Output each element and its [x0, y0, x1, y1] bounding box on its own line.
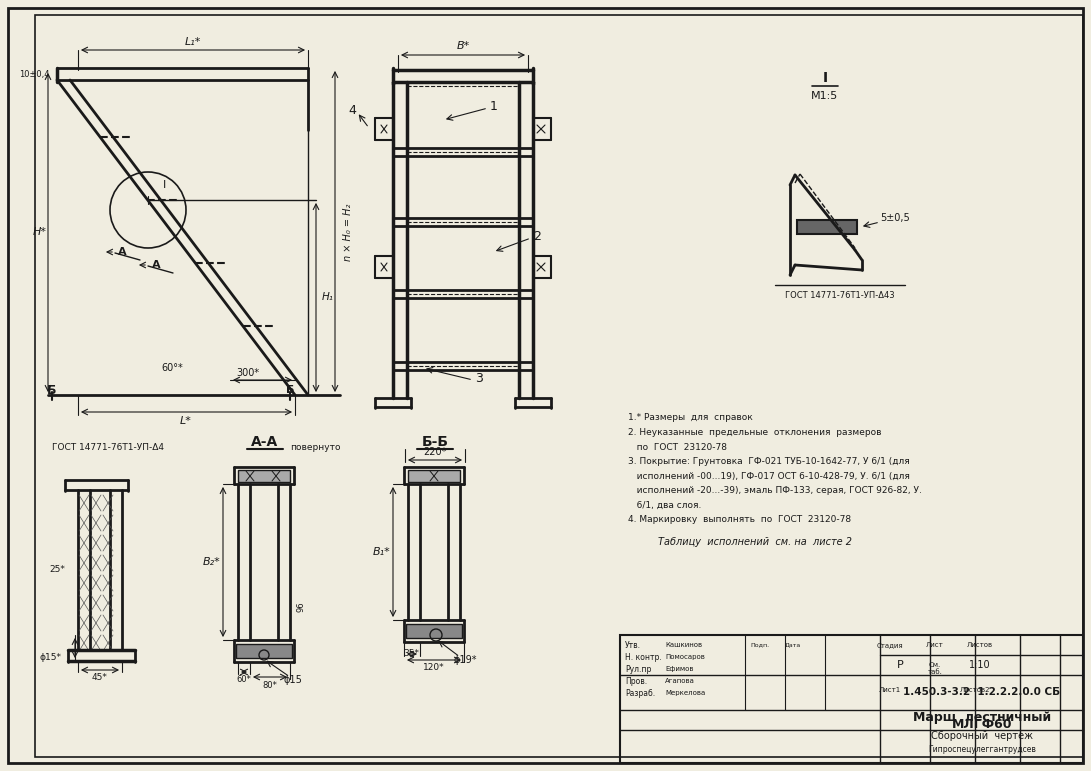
Text: 2. Неуказанные  предельные  отклонения  размеров: 2. Неуказанные предельные отклонения раз… [628, 428, 882, 437]
Text: 220*: 220* [423, 447, 446, 457]
Text: Р: Р [897, 660, 903, 670]
Text: Пров.: Пров. [625, 676, 647, 685]
Text: по  ГОСТ  23120-78: по ГОСТ 23120-78 [628, 443, 727, 452]
Text: Б-Б: Б-Б [421, 435, 448, 449]
Text: 45*: 45* [92, 674, 108, 682]
Text: 60*: 60* [237, 675, 251, 685]
Text: Сборочный  чертеж: Сборочный чертеж [931, 731, 1033, 741]
Text: 4: 4 [348, 103, 356, 116]
Text: См.: См. [928, 662, 942, 668]
Text: Листов2: Листов2 [960, 687, 991, 693]
Text: L*: L* [180, 416, 192, 426]
Bar [236, 644, 292, 658]
Text: I: I [164, 180, 167, 190]
Bar [238, 470, 290, 482]
Text: 96: 96 [296, 601, 305, 612]
Text: М1:5: М1:5 [812, 91, 839, 101]
Text: Листов: Листов [967, 642, 993, 648]
Text: 80*: 80* [263, 681, 277, 689]
Text: 35*: 35* [403, 649, 419, 658]
Text: Разраб.: Разраб. [625, 689, 655, 698]
Text: A: A [118, 247, 127, 257]
Text: ϕ19*: ϕ19* [453, 655, 477, 665]
Text: 1.* Размеры  для  справок: 1.* Размеры для справок [628, 413, 753, 423]
Text: Подп.: Подп. [750, 642, 769, 648]
Bar [406, 624, 461, 638]
Text: B₁*: B₁* [372, 547, 389, 557]
Text: 300*: 300* [237, 368, 260, 378]
Text: ϕ15*: ϕ15* [40, 652, 62, 662]
Text: I: I [823, 71, 828, 85]
Text: A: A [152, 260, 160, 270]
Text: 5±0,5: 5±0,5 [880, 213, 910, 223]
Text: Марш  лестничный: Марш лестничный [913, 711, 1051, 723]
Text: Ефимов: Ефимов [666, 666, 694, 672]
Text: 2: 2 [533, 230, 541, 243]
Text: 120*: 120* [423, 664, 445, 672]
Text: n × H₀ = H₂: n × H₀ = H₂ [343, 204, 353, 261]
Text: 3. Покрытие: Грунтовка  ГФ-021 ТУБ-10-1642-77, У 6/1 (для: 3. Покрытие: Грунтовка ГФ-021 ТУБ-10-164… [628, 457, 910, 466]
Text: 1:10: 1:10 [969, 660, 991, 670]
Text: B₂*: B₂* [202, 557, 220, 567]
Text: 25*: 25* [49, 565, 65, 574]
Text: Стадия: Стадия [877, 642, 903, 648]
Text: H*: H* [33, 227, 47, 237]
Text: ГОСТ 14771-76Т1-УП-Δ4: ГОСТ 14771-76Т1-УП-Δ4 [52, 443, 164, 453]
Text: 1: 1 [490, 99, 497, 113]
Text: Агапова: Агапова [666, 678, 695, 684]
Text: Б: Б [286, 385, 295, 395]
Text: Кашкинов: Кашкинов [666, 642, 703, 648]
Text: L₁*: L₁* [184, 37, 201, 47]
Text: таб.: таб. [927, 669, 943, 675]
Text: ГОСТ 14771-76Т1-УП-Δ43: ГОСТ 14771-76Т1-УП-Δ43 [786, 291, 895, 299]
Text: Помосаров: Помосаров [666, 654, 705, 660]
Text: Б: Б [47, 383, 57, 396]
Text: исполнений -00...19), ГФ-017 ОСТ 6-10-428-79, У. 6/1 (для: исполнений -00...19), ГФ-017 ОСТ 6-10-42… [628, 472, 910, 480]
Text: Н. контр.: Н. контр. [625, 652, 662, 662]
Text: 1.450.3-3.2  1.2.2.2.0.0 СБ: 1.450.3-3.2 1.2.2.2.0.0 СБ [903, 687, 1060, 697]
Text: 10±0,4: 10±0,4 [20, 69, 50, 79]
Text: Рул.пр: Рул.пр [625, 665, 651, 674]
Text: Меркелова: Меркелова [666, 690, 705, 696]
Text: Гипроспецулеггантрудсев: Гипроспецулеггантрудсев [928, 746, 1036, 755]
Text: Лист1: Лист1 [879, 687, 901, 693]
Text: Таблицу  исполнений  см. на  листе 2: Таблицу исполнений см. на листе 2 [658, 537, 852, 547]
Text: H₁: H₁ [322, 292, 334, 302]
Text: МЛГФ60: МЛГФ60 [951, 719, 1012, 732]
Bar [620, 635, 1083, 763]
Text: А-А: А-А [251, 435, 278, 449]
Text: Дата: Дата [786, 642, 801, 648]
Text: 4. Маркировку  выполнять  по  ГОСТ  23120-78: 4. Маркировку выполнять по ГОСТ 23120-78 [628, 515, 851, 524]
Text: исполнений -20...-39), эмаль ПФ-133, серая, ГОСТ 926-82, У.: исполнений -20...-39), эмаль ПФ-133, сер… [628, 486, 922, 495]
Text: B*: B* [456, 41, 469, 51]
Text: 60°*: 60°* [161, 363, 183, 373]
Bar [408, 470, 460, 482]
Text: Лист: Лист [926, 642, 944, 648]
Text: 6/1, два слоя.: 6/1, два слоя. [628, 500, 702, 510]
Text: ϕ15: ϕ15 [283, 675, 302, 685]
Bar [798, 220, 858, 234]
Text: 3: 3 [475, 372, 483, 385]
Text: повернуто: повернуто [290, 443, 340, 452]
Text: Утв.: Утв. [625, 641, 642, 649]
